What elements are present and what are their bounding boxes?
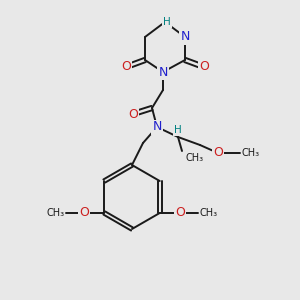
Text: CH₃: CH₃: [200, 208, 218, 218]
Text: O: O: [199, 61, 209, 74]
Text: H: H: [163, 17, 171, 27]
Text: N: N: [152, 121, 162, 134]
Text: O: O: [79, 206, 89, 220]
Text: N: N: [158, 65, 168, 79]
Text: CH₃: CH₃: [242, 148, 260, 158]
Text: CH₃: CH₃: [185, 153, 203, 163]
Text: O: O: [175, 206, 185, 220]
Text: O: O: [128, 107, 138, 121]
Text: O: O: [121, 61, 131, 74]
Text: O: O: [213, 146, 223, 160]
Text: N: N: [180, 31, 190, 44]
Text: H: H: [174, 125, 182, 135]
Text: CH₃: CH₃: [46, 208, 64, 218]
